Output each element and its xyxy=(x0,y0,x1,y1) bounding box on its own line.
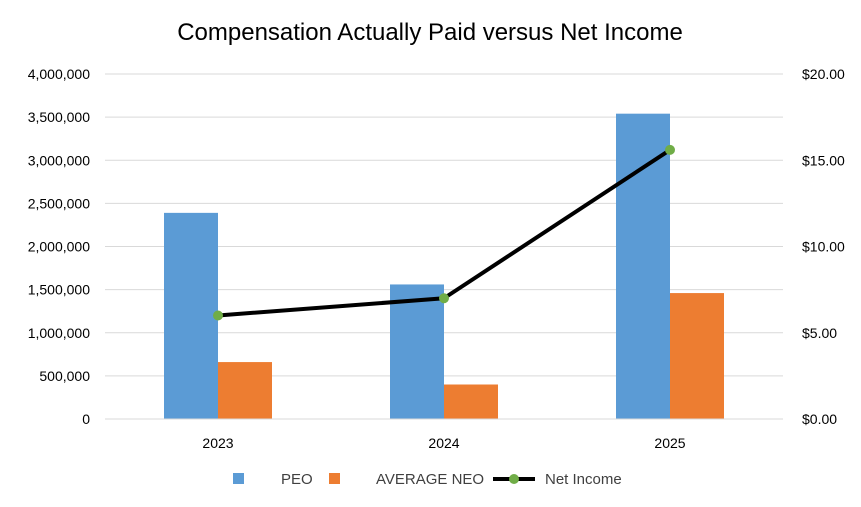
left-axis-tick-label: 3,500,000 xyxy=(28,109,90,125)
legend-label-average-neo: AVERAGE NEO xyxy=(376,471,484,488)
legend-swatch-average-neo xyxy=(329,473,340,484)
x-axis-tick-label: 2024 xyxy=(428,435,459,451)
bar-peo-2025 xyxy=(616,113,670,420)
net-income-point-2024 xyxy=(439,293,449,304)
net-income-point-2025 xyxy=(665,144,675,155)
x-axis-tick-label: 2025 xyxy=(654,435,685,451)
left-axis-tick-label: 0 xyxy=(82,411,90,427)
right-axis-tick-label: $15.00 xyxy=(802,152,845,168)
net-income-line-layer xyxy=(213,144,675,321)
bar-average-neo-2025 xyxy=(670,293,724,419)
x-axis-tick-label: 2023 xyxy=(202,435,233,451)
right-axis-tick-label: $10.00 xyxy=(802,239,845,255)
net-income-point-2023 xyxy=(213,310,223,321)
bar-peo-2023 xyxy=(164,212,218,419)
legend-label-net-income: Net Income xyxy=(545,471,622,488)
chart-title: Compensation Actually Paid versus Net In… xyxy=(177,19,683,46)
legend-swatch-peo xyxy=(233,473,244,484)
bar-peo-2024 xyxy=(390,284,444,419)
left-axis-tick-label: 500,000 xyxy=(39,368,90,384)
legend-marker-net-income xyxy=(509,474,519,484)
bars xyxy=(164,113,724,420)
left-axis-tick-label: 4,000,000 xyxy=(28,66,90,82)
legend: PEO AVERAGE NEO Net Income xyxy=(233,471,622,488)
right-axis-tick-label: $20.00 xyxy=(802,66,845,82)
axes: 0 500,000 1,000,000 1,500,000 2,000,000 2,500… xyxy=(28,66,845,451)
left-axis-tick-label: 2,000,000 xyxy=(28,239,90,255)
bar-average-neo-2023 xyxy=(218,362,272,419)
right-axis-tick-label: $5.00 xyxy=(802,325,837,341)
left-axis-tick-label: 1,000,000 xyxy=(28,325,90,341)
left-axis-tick-label: 3,000,000 xyxy=(28,152,90,168)
bar-average-neo-2024 xyxy=(444,384,498,419)
legend-label-peo: PEO xyxy=(281,471,313,488)
right-axis-tick-label: $0.00 xyxy=(802,411,837,427)
left-axis-tick-label: 1,500,000 xyxy=(28,282,90,298)
left-axis-tick-label: 2,500,000 xyxy=(28,195,90,211)
